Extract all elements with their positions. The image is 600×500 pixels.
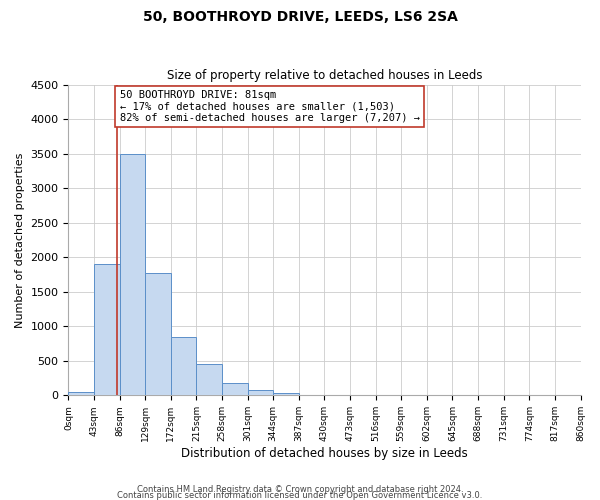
Text: 50, BOOTHROYD DRIVE, LEEDS, LS6 2SA: 50, BOOTHROYD DRIVE, LEEDS, LS6 2SA xyxy=(143,10,457,24)
Bar xyxy=(171,336,196,396)
Bar xyxy=(68,392,94,396)
Bar xyxy=(119,154,145,396)
Bar xyxy=(94,264,119,396)
Text: 50 BOOTHROYD DRIVE: 81sqm
← 17% of detached houses are smaller (1,503)
82% of se: 50 BOOTHROYD DRIVE: 81sqm ← 17% of detac… xyxy=(119,90,419,124)
Text: Contains HM Land Registry data © Crown copyright and database right 2024.: Contains HM Land Registry data © Crown c… xyxy=(137,484,463,494)
Bar xyxy=(222,384,248,396)
Y-axis label: Number of detached properties: Number of detached properties xyxy=(15,152,25,328)
Title: Size of property relative to detached houses in Leeds: Size of property relative to detached ho… xyxy=(167,69,482,82)
Bar xyxy=(273,392,299,396)
Bar xyxy=(248,390,273,396)
Text: Contains public sector information licensed under the Open Government Licence v3: Contains public sector information licen… xyxy=(118,490,482,500)
X-axis label: Distribution of detached houses by size in Leeds: Distribution of detached houses by size … xyxy=(181,447,468,460)
Bar xyxy=(196,364,222,396)
Bar xyxy=(145,273,171,396)
